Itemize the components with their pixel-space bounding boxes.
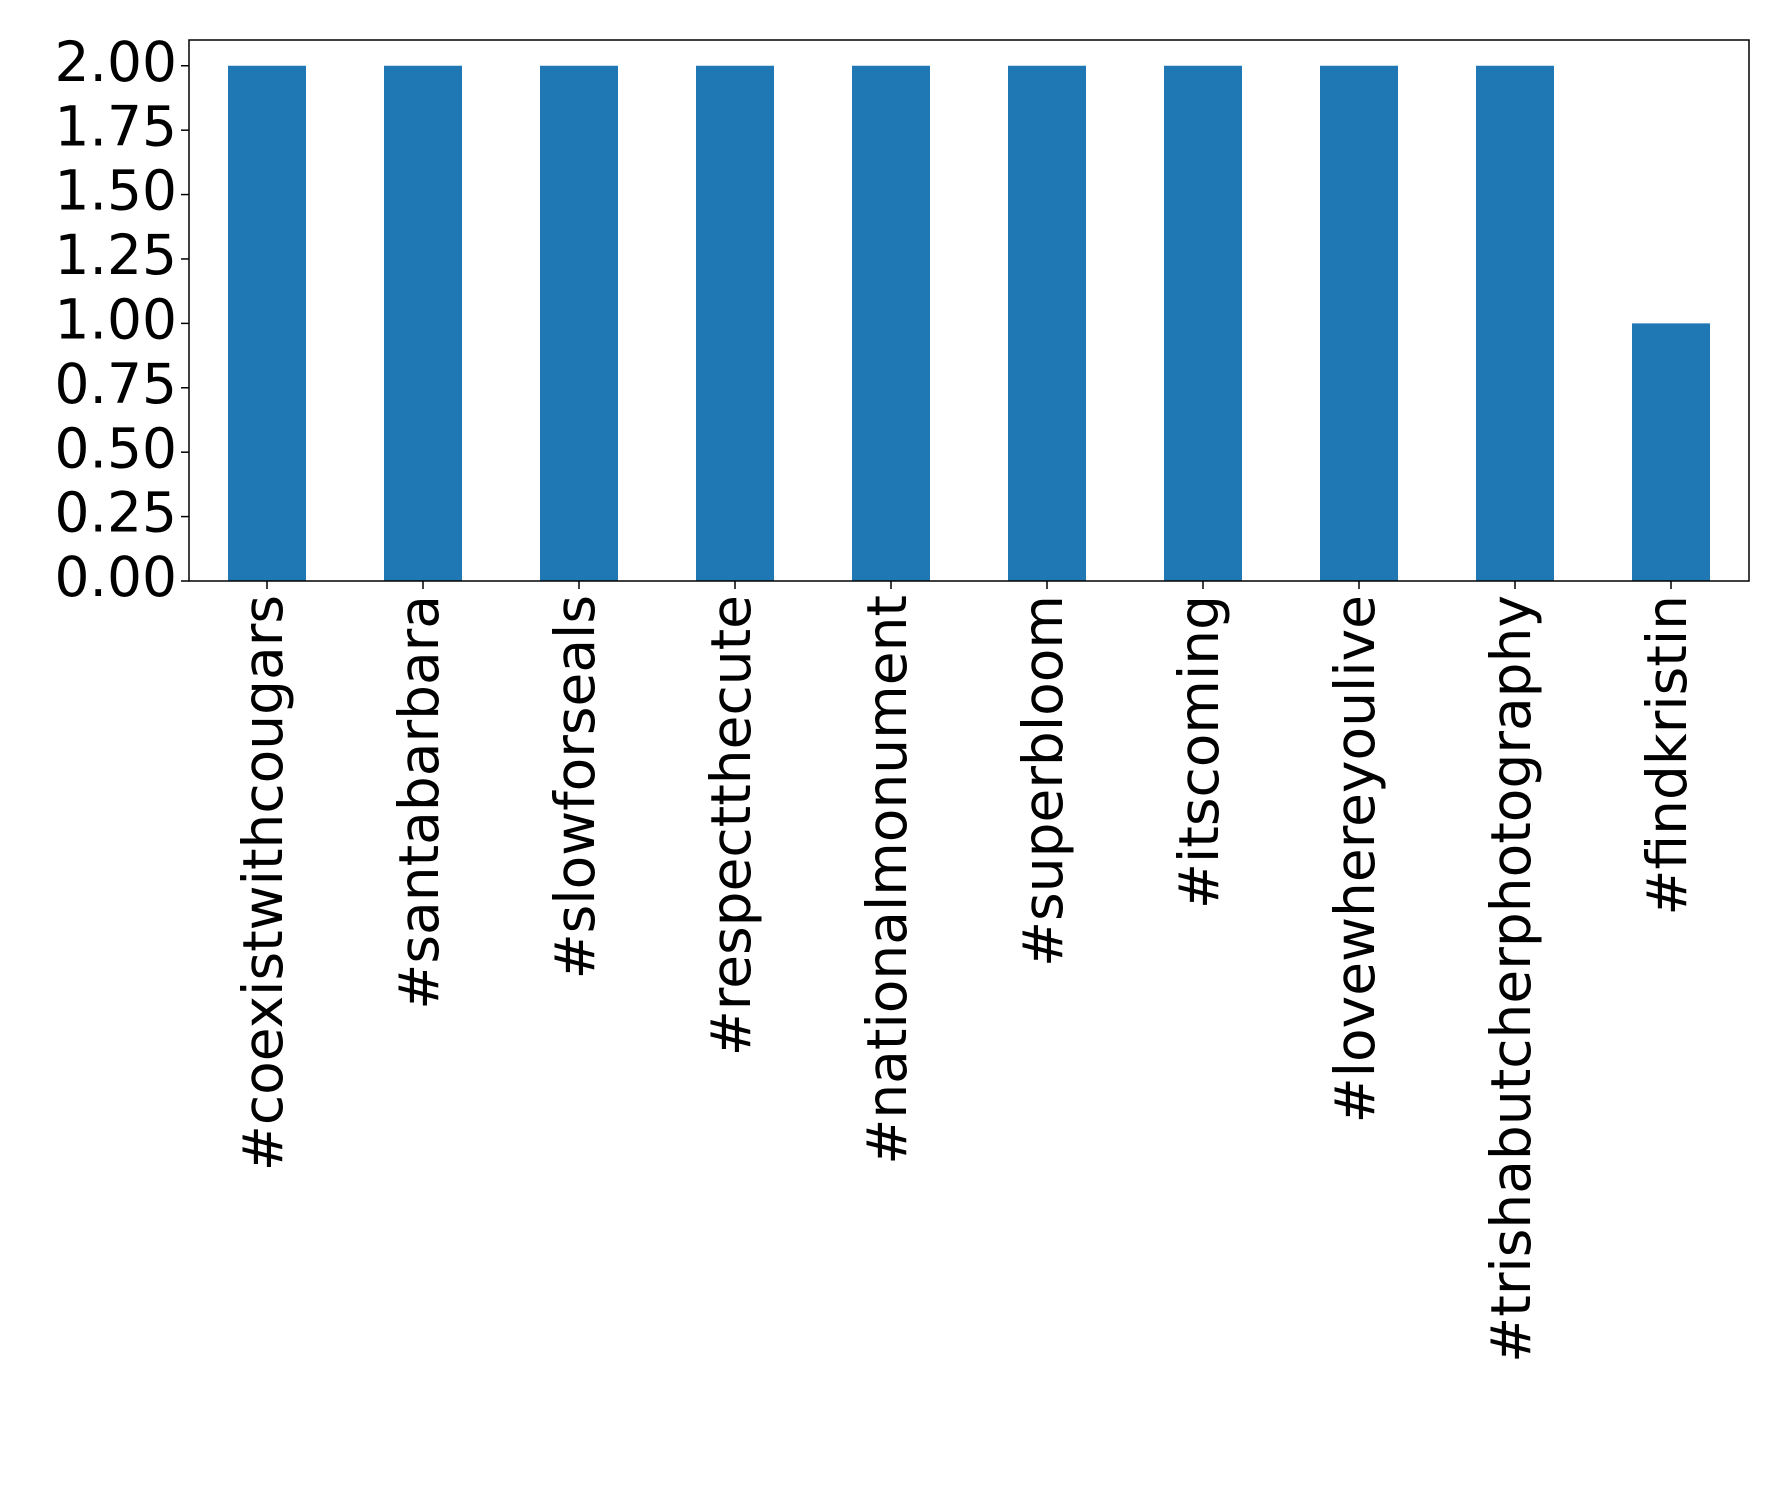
- x-tick-label: #santabarbara: [387, 595, 451, 1010]
- bar: [540, 65, 618, 581]
- x-tick-label: #respectthecute: [699, 595, 763, 1056]
- y-tick-label: 1.75: [55, 94, 177, 158]
- bar: [1632, 323, 1710, 581]
- x-tick-label: #findkristin: [1635, 595, 1699, 916]
- bar: [1164, 65, 1242, 581]
- bar: [696, 65, 774, 581]
- bar: [852, 65, 930, 581]
- x-tick-label: #coexistwithcougars: [231, 595, 295, 1171]
- y-tick-label: 0.25: [55, 481, 177, 545]
- bar: [1008, 65, 1086, 581]
- bar: [228, 65, 306, 581]
- y-tick-label: 1.00: [55, 288, 177, 352]
- y-tick-label: 0.00: [55, 545, 177, 609]
- y-tick-label: 0.75: [55, 352, 177, 416]
- x-tick-label: #superbloom: [1011, 595, 1075, 967]
- x-tick-label: #trishabutcherphotography: [1479, 595, 1543, 1363]
- x-tick-label: #itscoming: [1167, 595, 1231, 909]
- bar: [384, 65, 462, 581]
- y-tick-label: 1.25: [55, 223, 177, 287]
- y-tick-label: 1.50: [55, 159, 177, 223]
- x-tick-label: #nationalmonument: [855, 595, 919, 1165]
- y-tick-label: 2.00: [55, 30, 177, 94]
- x-tick-label: #slowforseals: [543, 595, 607, 979]
- bar: [1320, 65, 1398, 581]
- bar: [1476, 65, 1554, 581]
- plot-frame: [188, 39, 1750, 582]
- x-tick-label: #lovewhereyoulive: [1323, 595, 1387, 1123]
- y-tick-label: 0.50: [55, 416, 177, 480]
